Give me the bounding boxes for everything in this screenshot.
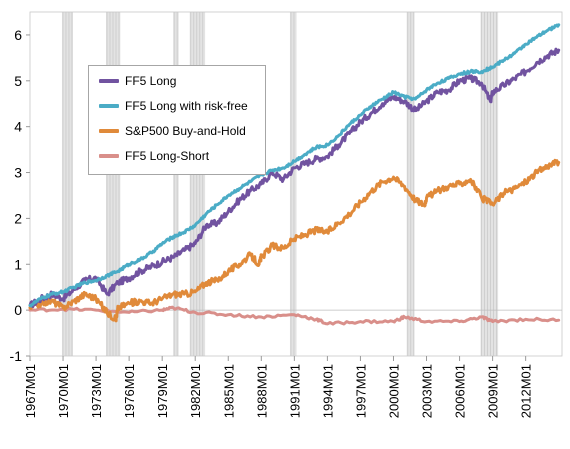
- axes: -1 0 1 2 3 4 5 6 1967M01 1970M01 1973M01 1976M01 197…: [10, 11, 563, 418]
- series-line-2: [28, 158, 561, 323]
- x-tick-label: 2006M01: [453, 364, 468, 418]
- series-line-0: [28, 47, 561, 309]
- x-tick-label: 1985M01: [221, 364, 236, 418]
- x-tick-label: 1997M01: [353, 364, 368, 418]
- recession-band: [173, 12, 179, 356]
- x-tick-label: 1982M01: [188, 364, 203, 418]
- legend-item-ff5-long-short: FF5 Long-Short: [99, 147, 209, 165]
- x-tick-label: 1994M01: [320, 364, 335, 418]
- series-line-1: [28, 23, 561, 308]
- legend-swatch: [99, 129, 119, 133]
- x-tick-label: 2012M01: [519, 364, 534, 418]
- legend-swatch: [99, 104, 119, 108]
- recession-band: [289, 12, 297, 356]
- x-tick-label: 2000M01: [386, 364, 401, 418]
- legend-swatch: [99, 79, 119, 83]
- x-tick-label: 1988M01: [254, 364, 269, 418]
- y-tick-label: 5: [14, 73, 22, 89]
- legend-label: S&P500 Buy-and-Hold: [125, 124, 246, 138]
- series-line-3: [28, 305, 561, 326]
- y-tick-label: 6: [14, 27, 22, 43]
- legend-item-sp500: S&P500 Buy-and-Hold: [99, 122, 246, 140]
- y-tick-label: 3: [14, 165, 22, 181]
- legend-item-ff5-long-risk-free: FF5 Long with risk-free: [99, 97, 248, 115]
- x-tick-label: 2003M01: [420, 364, 435, 418]
- x-tick-label: 1973M01: [89, 364, 104, 418]
- y-tick-label: 2: [14, 210, 22, 226]
- legend-item-ff5-long: FF5 Long: [99, 72, 176, 90]
- x-tick-label: 1991M01: [287, 364, 302, 418]
- legend-label: FF5 Long: [125, 74, 177, 88]
- series-lines: [28, 23, 561, 326]
- legend-swatch: [99, 154, 119, 158]
- legend: FF5 Long FF5 Long with risk-free S&P500 …: [88, 65, 266, 175]
- x-tick-label: 1970M01: [56, 364, 71, 418]
- plot-frame: [29, 11, 563, 357]
- recession-band: [61, 12, 73, 356]
- y-tick-label: 4: [14, 119, 22, 135]
- legend-label: FF5 Long-Short: [125, 149, 210, 163]
- y-tick-label: 0: [14, 302, 22, 318]
- x-tick-label: 1979M01: [155, 364, 170, 418]
- legend-label: FF5 Long with risk-free: [125, 99, 248, 113]
- x-tick-label: 1967M01: [23, 364, 38, 418]
- y-tick-label: 1: [14, 256, 22, 272]
- x-tick-label: 1976M01: [122, 364, 137, 418]
- x-tick-label: 2009M01: [486, 364, 501, 418]
- y-tick-label: -1: [10, 348, 23, 364]
